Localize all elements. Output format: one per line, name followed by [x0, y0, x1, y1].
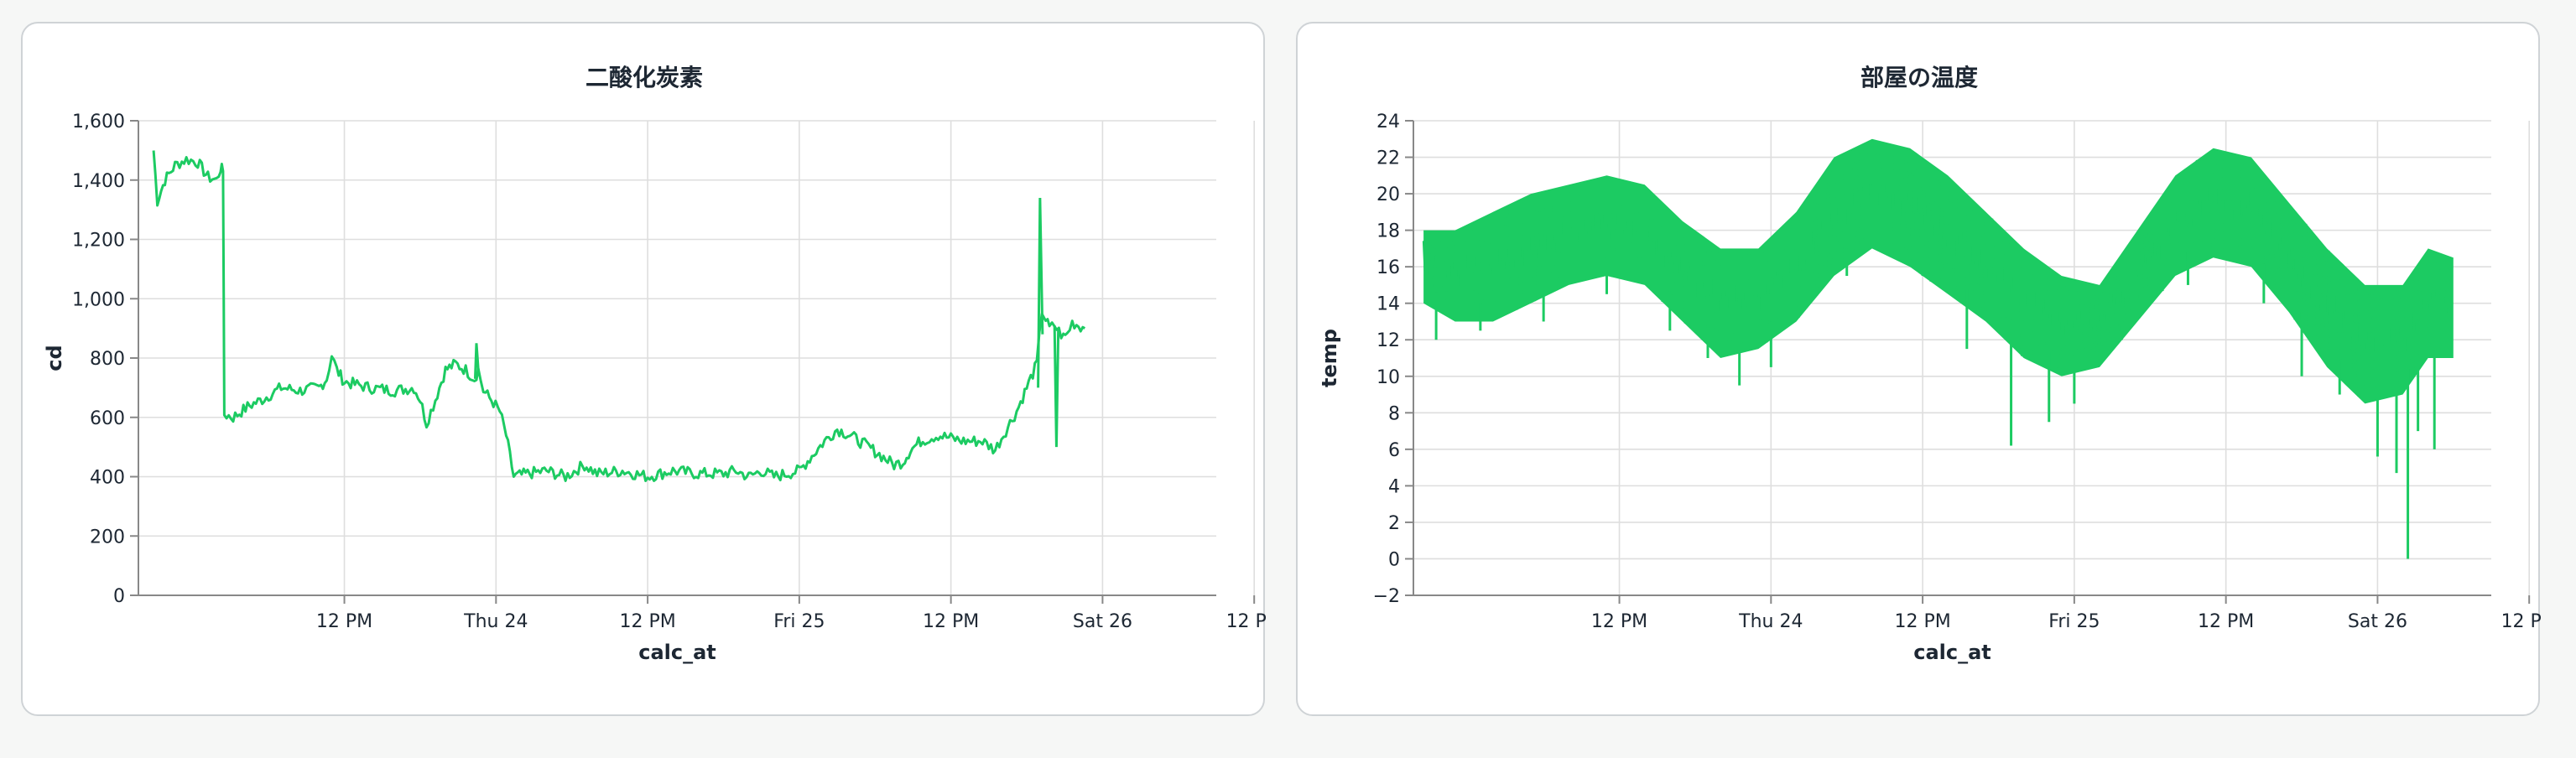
- y-tick-label: 22: [1376, 148, 1400, 169]
- co2-series-line: [152, 150, 1086, 482]
- y-tick-label: 12: [1376, 330, 1400, 351]
- chart-title: 二酸化炭素: [585, 64, 703, 91]
- x-tick-label: Thu 24: [463, 611, 528, 632]
- y-tick-label: 4: [1388, 476, 1400, 497]
- y-axis-title: cd: [43, 345, 66, 371]
- y-tick-label: 1,400: [72, 171, 125, 192]
- co2-dip-spike: [1053, 325, 1060, 448]
- x-tick-label: Sat 26: [2348, 611, 2407, 632]
- x-tick-label: 12 PM: [619, 611, 675, 632]
- co2-chart-card: 二酸化炭素 0 200 400 600 800 1,000 1,200 1,400 1,600 12…: [21, 22, 1267, 716]
- x-tick-label: Fri 25: [773, 611, 825, 632]
- x-axis-title: calc_at: [638, 641, 716, 664]
- y-tick-label: 6: [1388, 440, 1400, 461]
- y-tick-label: 0: [113, 586, 125, 607]
- y-tick-label: 1,200: [72, 231, 125, 252]
- y-tick-label: 16: [1376, 257, 1400, 278]
- x-tick-label: Thu 24: [1738, 611, 1803, 632]
- temp-series-line: [1422, 141, 2453, 397]
- y-axis-title: temp: [1318, 329, 1341, 387]
- chart-title: 部屋の温度: [1860, 64, 1978, 91]
- x-tick-label: 12 PM: [1591, 611, 1647, 632]
- y-tick-label: 20: [1376, 184, 1400, 205]
- y-tick-label: 1,600: [72, 112, 125, 132]
- co2-local-spike: [473, 343, 480, 379]
- x-tick-label: 12 PM: [2198, 611, 2254, 632]
- y-tick-label: 10: [1376, 367, 1400, 388]
- y-tick-label: 600: [90, 408, 125, 429]
- co2-peak-spike: [1037, 197, 1044, 388]
- y-tick-label: 14: [1376, 294, 1400, 315]
- temperature-chart-card: 部屋の温度 −2 0 2 4 6 8 10 12 14 16 18 20 22 24 12 PM Thu 24 1…: [1296, 22, 2542, 716]
- y-tick-label: 400: [90, 468, 125, 489]
- x-tick-label: 12 PM: [923, 611, 979, 632]
- y-tick-label: 800: [90, 349, 125, 370]
- x-tick-label: Sat 26: [1073, 611, 1132, 632]
- x-tick-label: Fri 25: [2048, 611, 2100, 632]
- x-tick-label: 12 PM: [1894, 611, 1950, 632]
- y-tick-label: 2: [1388, 513, 1400, 534]
- y-tick-label: 1,000: [72, 289, 125, 310]
- y-tick-label: 200: [90, 527, 125, 548]
- x-tick-label: 12 PM: [316, 611, 372, 632]
- y-tick-label: 24: [1376, 112, 1400, 132]
- x-tick-label: 12 PM: [1226, 611, 1267, 632]
- co2-chart: 二酸化炭素 0 200 400 600 800 1,000 1,200 1,400 1,600 12…: [43, 64, 1267, 664]
- x-axis-title: calc_at: [1913, 641, 1991, 664]
- y-tick-label: −2: [1373, 586, 1400, 607]
- y-tick-label: 18: [1376, 221, 1400, 242]
- y-tick-label: 8: [1388, 403, 1400, 424]
- x-tick-label: 12 PM: [2501, 611, 2542, 632]
- y-tick-label: 0: [1388, 549, 1400, 570]
